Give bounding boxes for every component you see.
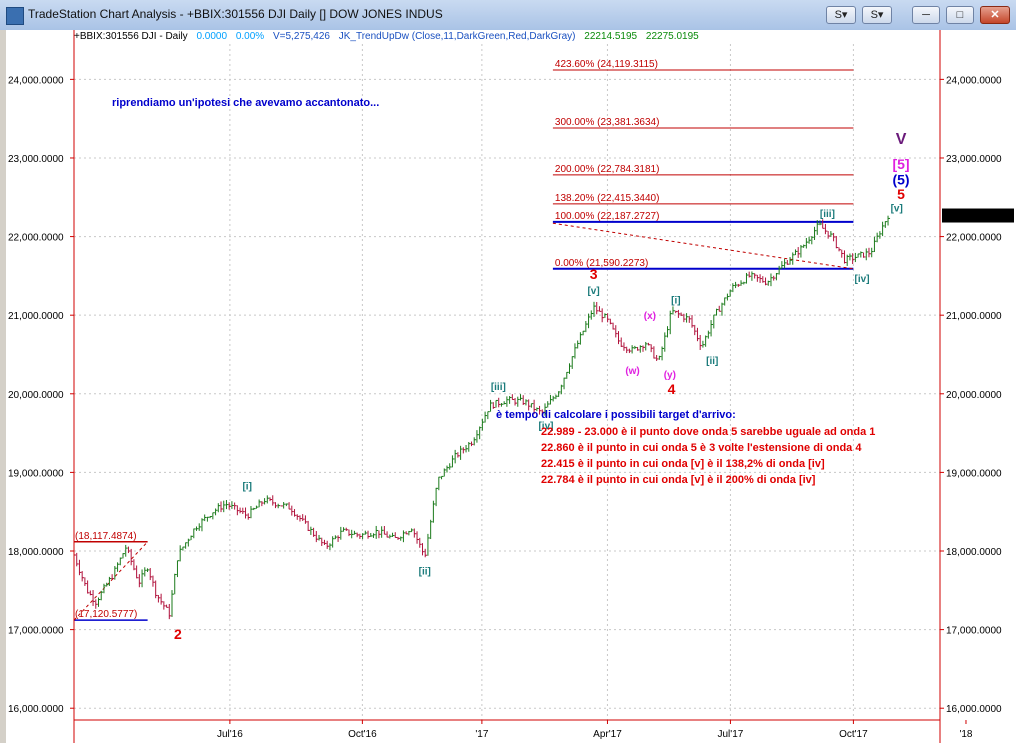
wave-label-10: [i]	[671, 295, 680, 306]
y-tick-left-8: 24,000.0000	[8, 75, 64, 86]
wave-label-15: 5	[897, 186, 905, 202]
s-label-2: S	[870, 9, 878, 21]
maximize-button[interactable]: □	[946, 6, 974, 24]
note-top: riprendiamo un'ipotesi che avevamo accan…	[112, 97, 379, 109]
y-tick-right-2: 18,000.0000	[946, 547, 1002, 558]
fib-label-3: 138.20% (22,415.3440)	[555, 193, 660, 204]
wave-label-2: [iii]	[491, 382, 506, 393]
window-title: TradeStation Chart Analysis - +BBIX:3015…	[28, 7, 443, 21]
maximize-icon: □	[956, 9, 964, 21]
y-tick-right-1: 17,000.0000	[946, 626, 1002, 637]
fib-label-2: 200.00% (22,784.3181)	[555, 164, 660, 175]
wave-label-5: 3	[590, 266, 598, 282]
close-button[interactable]: ✕	[980, 6, 1010, 24]
y-tick-left-4: 20,000.0000	[8, 390, 64, 401]
y-tick-right-6: 22,000.0000	[946, 233, 1002, 244]
header-change: 0.0000	[196, 31, 227, 42]
fib-label-0: 423.60% (24,119.3115)	[555, 59, 658, 70]
header-symbol: +BBIX:301556 DJI - Daily	[74, 31, 188, 42]
wave-label-19: 2	[174, 626, 182, 642]
wave-label-6: (x)	[644, 311, 656, 322]
header-volume: V=5,275,426	[273, 31, 330, 42]
left-level-label-0: (18,117.4874)	[75, 531, 137, 542]
header-val2: 22275.0195	[646, 31, 699, 42]
x-tick-1: Oct'16	[348, 729, 377, 740]
x-tick-4: Jul'17	[718, 729, 744, 740]
header-change-pct: 0.00%	[236, 31, 264, 42]
y-tick-left-7: 23,000.0000	[8, 154, 64, 165]
y-tick-right-7: 23,000.0000	[946, 154, 1002, 165]
y-tick-right-3: 19,000.0000	[946, 468, 1002, 479]
x-tick-2: '17	[475, 729, 488, 740]
wave-label-16: (5)	[892, 172, 909, 188]
wave-label-0: [i]	[242, 482, 251, 493]
fib-label-4: 100.00% (22,187.2727)	[555, 211, 660, 222]
minimize-icon: ─	[922, 9, 930, 21]
wave-label-12: [iii]	[820, 209, 835, 220]
trend-dash-right	[552, 222, 854, 270]
y-tick-left-1: 17,000.0000	[8, 626, 64, 637]
y-tick-left-2: 18,000.0000	[8, 547, 64, 558]
y-tick-right-5: 21,000.0000	[946, 311, 1002, 322]
header-line: +BBIX:301556 DJI - Daily 0.0000 0.00% V=…	[74, 31, 699, 42]
note-heading: è tempo di calcolare i possibili target …	[496, 409, 736, 421]
note-line-4: 22.784 è il punto in cui onda [v] è il 2…	[541, 474, 816, 486]
last-price-label: 22,268.3398	[946, 212, 1002, 223]
wave-labels: [i] [ii] [iii] [iv] [v] 3 (x) (w) (y)4 [i] [ii] [ii…	[174, 131, 910, 642]
y-tick-left-0: 16,000.0000	[8, 704, 64, 715]
fib-label-1: 300.00% (23,381.3634)	[555, 117, 660, 128]
wave-label-18: V	[896, 131, 907, 148]
wave-label-1: [ii]	[419, 567, 431, 578]
minimize-button[interactable]: ─	[912, 6, 940, 24]
grid-layer	[74, 44, 940, 720]
y-tick-right-4: 20,000.0000	[946, 390, 1002, 401]
last-price-box	[942, 208, 1014, 223]
close-icon: ✕	[990, 9, 1000, 21]
chart-background	[0, 30, 1016, 743]
x-tick-5: Oct'17	[839, 729, 868, 740]
s-dropdown-button-1[interactable]: S▾	[826, 6, 856, 24]
y-tick-left-5: 21,000.0000	[8, 311, 64, 322]
title-bar: TradeStation Chart Analysis - +BBIX:3015…	[0, 0, 1016, 31]
chart-area[interactable]: 423.60% (24,119.3115) 300.00% (23,381.363…	[0, 30, 1016, 743]
y-tick-left-6: 22,000.0000	[8, 233, 64, 244]
header-val1: 22214.5195	[584, 31, 637, 42]
y-tick-right-8: 24,000.0000	[946, 75, 1002, 86]
note-line-1: 22.989 - 23.000 è il punto dove onda 5 s…	[541, 426, 875, 438]
axes: 16,000.0000 16,000.0000 17,000.0000 17,000.…	[8, 30, 1014, 743]
wave-label-14: [v]	[891, 203, 903, 214]
left-level-label-1: (17,120.5777)	[75, 609, 137, 620]
x-tick-6: '18	[959, 729, 972, 740]
wave-label-13: [iv]	[855, 274, 870, 285]
s-label-1: S	[834, 9, 842, 21]
app-icon	[6, 7, 24, 25]
wave-label-9: 4	[668, 381, 676, 397]
wave-label-17: [5]	[892, 156, 909, 172]
y-tick-right-0: 16,000.0000	[946, 704, 1002, 715]
x-tick-0: Jul'16	[217, 729, 243, 740]
wave-label-7: (w)	[625, 366, 639, 377]
wave-label-11: [ii]	[706, 356, 718, 367]
wave-label-8: (y)	[664, 370, 676, 381]
fib-label-5: 0.00% (21,590.2273)	[555, 258, 648, 269]
wave-label-3: [iv]	[538, 421, 553, 432]
s-dropdown-button-2[interactable]: S▾	[862, 6, 892, 24]
left-frame	[0, 30, 6, 743]
y-tick-left-3: 19,000.0000	[8, 468, 64, 479]
note-line-3: 22.415 è il punto in cui onda [v] è il 1…	[541, 458, 825, 470]
fib-layer: 423.60% (24,119.3115) 300.00% (23,381.363…	[73, 59, 854, 621]
wave-label-4: [v]	[587, 286, 599, 297]
header-indicator: JK_TrendUpDw (Close,11,DarkGreen,Red,Dar…	[339, 31, 576, 42]
x-tick-3: Apr'17	[593, 729, 622, 740]
price-bars	[73, 215, 891, 620]
note-line-2: 22.860 è il punto in cui onda 5 è 3 volt…	[541, 442, 862, 454]
